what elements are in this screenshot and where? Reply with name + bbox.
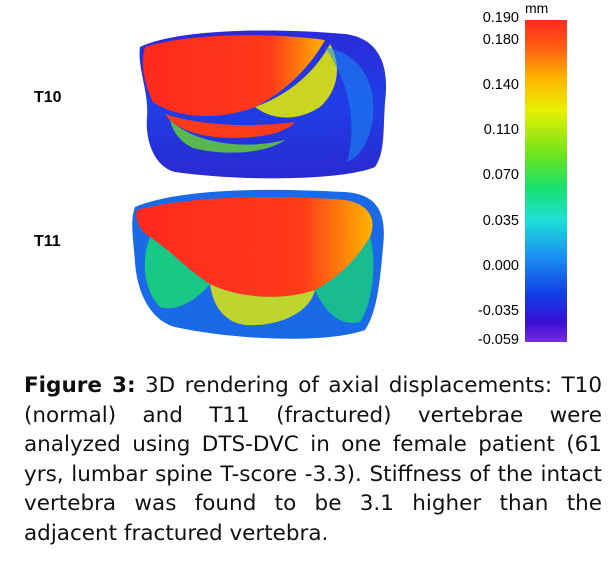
- t10-vertebra: [139, 30, 387, 179]
- figure-panel: T10 T11: [34, 0, 567, 348]
- colorbar-tick: 0.180: [482, 32, 519, 48]
- t11-vertebra: [132, 189, 384, 339]
- colorbar-tick: 0.000: [482, 258, 519, 274]
- t11-label: T11: [34, 233, 61, 250]
- caption-label: Figure 3:: [24, 373, 136, 398]
- colorbar-tick: 0.035: [482, 213, 519, 229]
- caption-text: 3D rendering of axial displacements: T10…: [24, 373, 603, 546]
- colorbar: [525, 20, 567, 342]
- colorbar-tick: 0.140: [482, 77, 519, 93]
- t10-label: T10: [34, 89, 62, 106]
- figure-caption: Figure 3: 3D rendering of axial displace…: [24, 371, 602, 548]
- colorbar-tick: -0.059: [477, 332, 519, 348]
- colorbar-tick: 0.070: [482, 167, 519, 183]
- colorbar-unit: mm: [525, 0, 549, 16]
- colorbar-tick: -0.035: [477, 303, 519, 319]
- colorbar-tick: 0.190: [482, 10, 519, 26]
- colorbar-tick: 0.110: [483, 122, 519, 138]
- vertebrae-rendering: [132, 30, 387, 339]
